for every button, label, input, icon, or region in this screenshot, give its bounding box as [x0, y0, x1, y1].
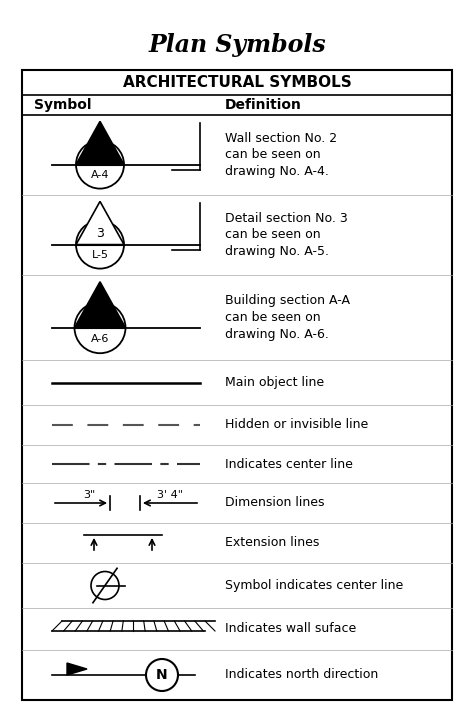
Text: Building section A-A
can be seen on
drawing No. A-6.: Building section A-A can be seen on draw…: [225, 294, 350, 341]
Text: Extension lines: Extension lines: [225, 537, 319, 550]
Bar: [22, 70, 452, 700]
Text: Hidden or invisible line: Hidden or invisible line: [225, 419, 368, 431]
Text: Dimension lines: Dimension lines: [225, 496, 325, 510]
Text: Detail section No. 3
can be seen on
drawing No. A-5.: Detail section No. 3 can be seen on draw…: [225, 211, 348, 258]
Text: 3' 4": 3' 4": [157, 490, 183, 500]
Text: L-5: L-5: [91, 251, 109, 261]
Polygon shape: [74, 282, 126, 328]
Circle shape: [146, 659, 178, 691]
Text: Plan Symbols: Plan Symbols: [148, 33, 326, 57]
Text: Indicates north direction: Indicates north direction: [225, 669, 378, 681]
Text: Definition: Definition: [225, 98, 302, 112]
Text: ARCHITECTURAL SYMBOLS: ARCHITECTURAL SYMBOLS: [123, 75, 351, 90]
Text: 2: 2: [96, 147, 104, 160]
Text: N: N: [156, 668, 168, 682]
Polygon shape: [76, 201, 124, 245]
Polygon shape: [67, 663, 87, 675]
Text: Symbol indicates center line: Symbol indicates center line: [225, 579, 403, 592]
Text: Symbol: Symbol: [34, 98, 91, 112]
Text: 3": 3": [83, 490, 95, 500]
Text: A-4: A-4: [91, 170, 109, 180]
Text: Main object line: Main object line: [225, 376, 324, 389]
Text: 3: 3: [96, 227, 104, 241]
Text: Indicates wall suface: Indicates wall suface: [225, 622, 356, 636]
Polygon shape: [76, 122, 124, 164]
Text: Indicates center line: Indicates center line: [225, 458, 353, 471]
Text: AA: AA: [91, 310, 109, 323]
Text: A-6: A-6: [91, 334, 109, 344]
Text: Wall section No. 2
can be seen on
drawing No. A-4.: Wall section No. 2 can be seen on drawin…: [225, 132, 337, 179]
